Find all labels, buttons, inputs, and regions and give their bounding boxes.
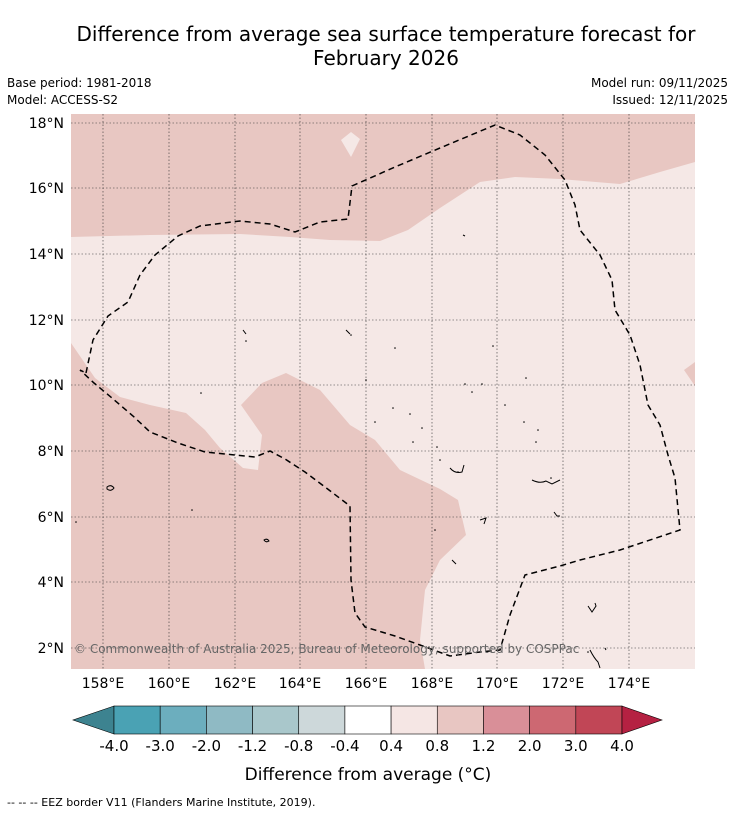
atoll-dots xyxy=(75,334,589,653)
longitude-tick-label: 168°E xyxy=(411,676,454,692)
colorbar-tick-label: 0.8 xyxy=(425,737,449,755)
map-plot-area: © Commonwealth of Australia 2025, Bureau… xyxy=(71,114,695,669)
latitude-tick-label: 10°N xyxy=(29,378,64,394)
colorbar-tick-label: -4.0 xyxy=(99,737,128,755)
longitude-tick-label: 166°E xyxy=(345,676,388,692)
island-outlines xyxy=(106,234,607,669)
colorbar-segment xyxy=(575,705,623,735)
colorbar-segment xyxy=(483,705,530,735)
colorbar-segment xyxy=(206,705,253,735)
base-period: Base period: 1981-2018 xyxy=(7,76,152,90)
latitude-tick-label: 6°N xyxy=(38,510,64,526)
longitude-tick-label: 174°E xyxy=(608,676,651,692)
colorbar-tick-label: -0.4 xyxy=(330,737,359,755)
latitude-tick-label: 14°N xyxy=(29,247,64,263)
colorbar-segment xyxy=(159,705,207,735)
graticule xyxy=(71,114,695,669)
anomaly-patch xyxy=(341,132,360,157)
colorbar-segment xyxy=(252,705,300,735)
longitude-tick-label: 162°E xyxy=(214,676,257,692)
colorbar-extend-low xyxy=(72,705,115,735)
latitude-tick-label: 8°N xyxy=(38,444,64,460)
colorbar-tick-label: 3.0 xyxy=(564,737,588,755)
model-run: Model run: 09/11/2025 xyxy=(590,76,728,90)
map-title: Difference from average sea surface temp… xyxy=(0,22,736,70)
colorbar xyxy=(72,705,663,735)
title-line-2: February 2026 xyxy=(313,46,459,70)
run-info: Model run: 09/11/2025 Issued: 12/11/2025 xyxy=(591,75,728,109)
colorbar-labels: -4.0 -3.0 -2.0 -1.2 -0.8 -0.4 0.4 0.8 1.2 2.0 3.0 4… xyxy=(99,737,634,755)
colorbar-segment xyxy=(344,705,392,735)
latitude-tick-label: 16°N xyxy=(29,181,64,197)
latitude-tick-label: 12°N xyxy=(29,313,64,329)
title-line-1: Difference from average sea surface temp… xyxy=(76,22,696,46)
latitude-tick-label: 2°N xyxy=(38,641,64,657)
colorbar-tick-label: -1.2 xyxy=(238,737,267,755)
model-name: Model: ACCESS-S2 xyxy=(7,93,119,107)
colorbar-tick-label: -2.0 xyxy=(192,737,221,755)
colorbar-segment xyxy=(529,705,577,735)
copyright-text: © Commonwealth of Australia 2025, Bureau… xyxy=(74,642,579,656)
colorbar-tick-label: -0.8 xyxy=(284,737,313,755)
colorbar-segment xyxy=(436,705,484,735)
colorbar-segment xyxy=(298,705,346,735)
longitude-tick-label: 160°E xyxy=(148,676,191,692)
issued-date: Issued: 12/11/2025 xyxy=(612,93,728,107)
colorbar-segment xyxy=(113,705,161,735)
colorbar-tick-label: 0.4 xyxy=(379,737,403,755)
eez-footnote: -- -- -- EEZ border V11 (Flanders Marine… xyxy=(7,796,316,809)
longitude-tick-label: 164°E xyxy=(279,676,322,692)
anomaly-band-0.4-0.8 xyxy=(71,162,695,669)
colorbar-extend-high xyxy=(621,705,663,735)
colorbar-tick-label: 1.2 xyxy=(472,737,496,755)
colorbar-tick-label: 4.0 xyxy=(610,737,634,755)
colorbar-tick-label: -3.0 xyxy=(146,737,175,755)
longitude-tick-label: 158°E xyxy=(82,676,125,692)
colorbar-tick-label: 2.0 xyxy=(518,737,542,755)
latitude-tick-label: 18°N xyxy=(29,116,64,132)
latitude-tick-label: 4°N xyxy=(38,575,64,591)
longitude-tick-label: 170°E xyxy=(476,676,519,692)
longitude-ticks: 158°E 160°E 162°E 164°E 166°E 168°E 170°E 172°E… xyxy=(82,676,651,692)
model-info: Base period: 1981-2018 Model: ACCESS-S2 xyxy=(7,75,152,109)
longitude-tick-label: 172°E xyxy=(542,676,585,692)
colorbar-title: Difference from average (°C) xyxy=(245,765,492,785)
latitude-ticks: 18°N 16°N 14°N 12°N 10°N 8°N 6°N 4°N 2°N xyxy=(29,116,64,657)
colorbar-segment xyxy=(390,705,438,735)
